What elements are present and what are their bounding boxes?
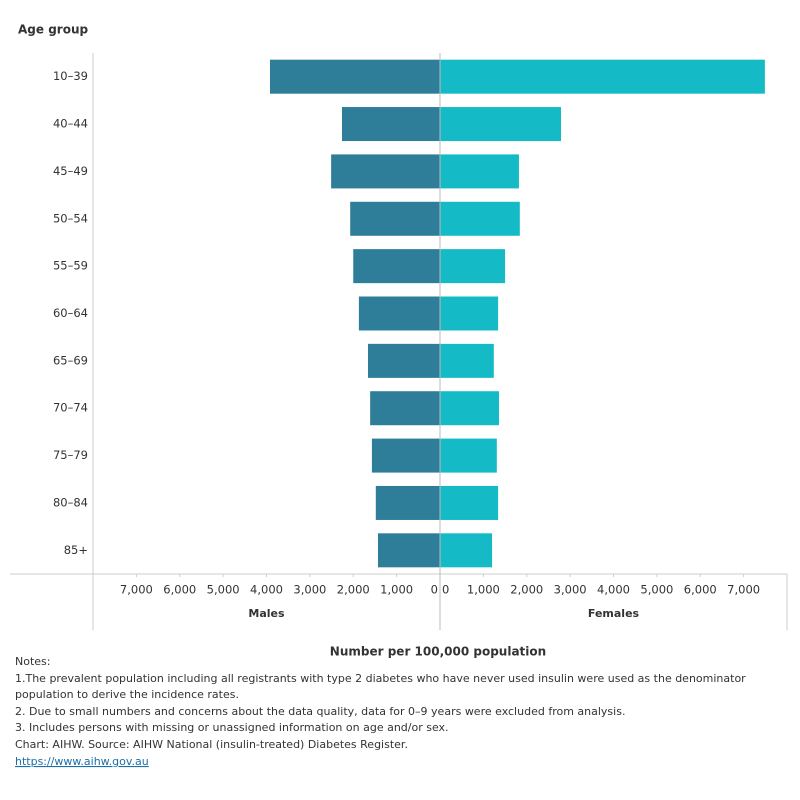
bar — [367, 343, 440, 378]
y-tick-label: 85+ — [64, 543, 88, 557]
x-tick-label: 4,000 — [597, 583, 630, 597]
axis-sublabel: Females — [588, 607, 640, 620]
bar — [377, 533, 440, 568]
bar — [440, 296, 499, 331]
bar — [358, 296, 440, 331]
x-axis-title: Number per 100,000 population — [330, 645, 546, 659]
bar — [440, 343, 494, 378]
x-tick-label: 7,000 — [120, 583, 153, 597]
link[interactable]: https://www.aihw.gov.au — [15, 755, 149, 768]
x-tick-label: 2,000 — [337, 583, 370, 597]
bar — [440, 201, 520, 236]
y-tick-label: 75–79 — [53, 448, 88, 462]
bar — [440, 485, 499, 520]
x-tick-label: 0 — [442, 583, 449, 597]
axis-sublabel: Males — [248, 607, 285, 620]
y-tick-label: 40–44 — [53, 117, 88, 131]
y-tick-label: 80–84 — [53, 495, 88, 509]
x-tick-label: 5,000 — [640, 583, 673, 597]
x-tick-label: 6,000 — [163, 583, 196, 597]
y-tick-label: 60–64 — [53, 306, 88, 320]
x-tick-label: 1,000 — [467, 583, 500, 597]
y-tick-label: 10–39 — [53, 69, 88, 83]
y-tick-label: 65–69 — [53, 353, 88, 367]
y-tick-label: 70–74 — [53, 401, 88, 415]
bar — [370, 391, 440, 426]
note: 3. Includes persons with missing or unas… — [15, 721, 449, 734]
x-tick-label: 3,000 — [293, 583, 326, 597]
bar — [375, 485, 440, 520]
note: 1.The prevalent population including all… — [15, 672, 746, 685]
bar — [440, 59, 765, 94]
note: 2. Due to small numbers and concerns abo… — [15, 705, 625, 718]
y-tick-label: 45–49 — [53, 164, 88, 178]
x-tick-label: 0 — [431, 583, 438, 597]
y-axis-title: Age group — [18, 23, 88, 37]
y-tick-label: 50–54 — [53, 211, 88, 225]
bar — [331, 154, 440, 189]
x-tick-label: 2,000 — [510, 583, 543, 597]
note: Notes: — [15, 655, 50, 668]
x-tick-label: 3,000 — [554, 583, 587, 597]
bar — [440, 154, 519, 189]
x-tick-label: 4,000 — [250, 583, 283, 597]
bar — [440, 438, 497, 473]
x-tick-label: 6,000 — [684, 583, 717, 597]
note: population to derive the incidence rates… — [15, 688, 239, 701]
x-tick-label: 5,000 — [207, 583, 240, 597]
x-tick-label: 1,000 — [380, 583, 413, 597]
y-tick-label: 55–59 — [53, 259, 88, 273]
bar — [440, 391, 499, 426]
note: Chart: AIHW. Source: AIHW National (insu… — [15, 738, 408, 751]
bar — [341, 107, 440, 142]
x-tick-label: 7,000 — [727, 583, 760, 597]
bar — [440, 249, 506, 284]
bar — [353, 249, 440, 284]
bar — [350, 201, 440, 236]
bar — [371, 438, 440, 473]
bar — [440, 107, 562, 142]
bar — [269, 59, 440, 94]
bar — [440, 533, 493, 568]
